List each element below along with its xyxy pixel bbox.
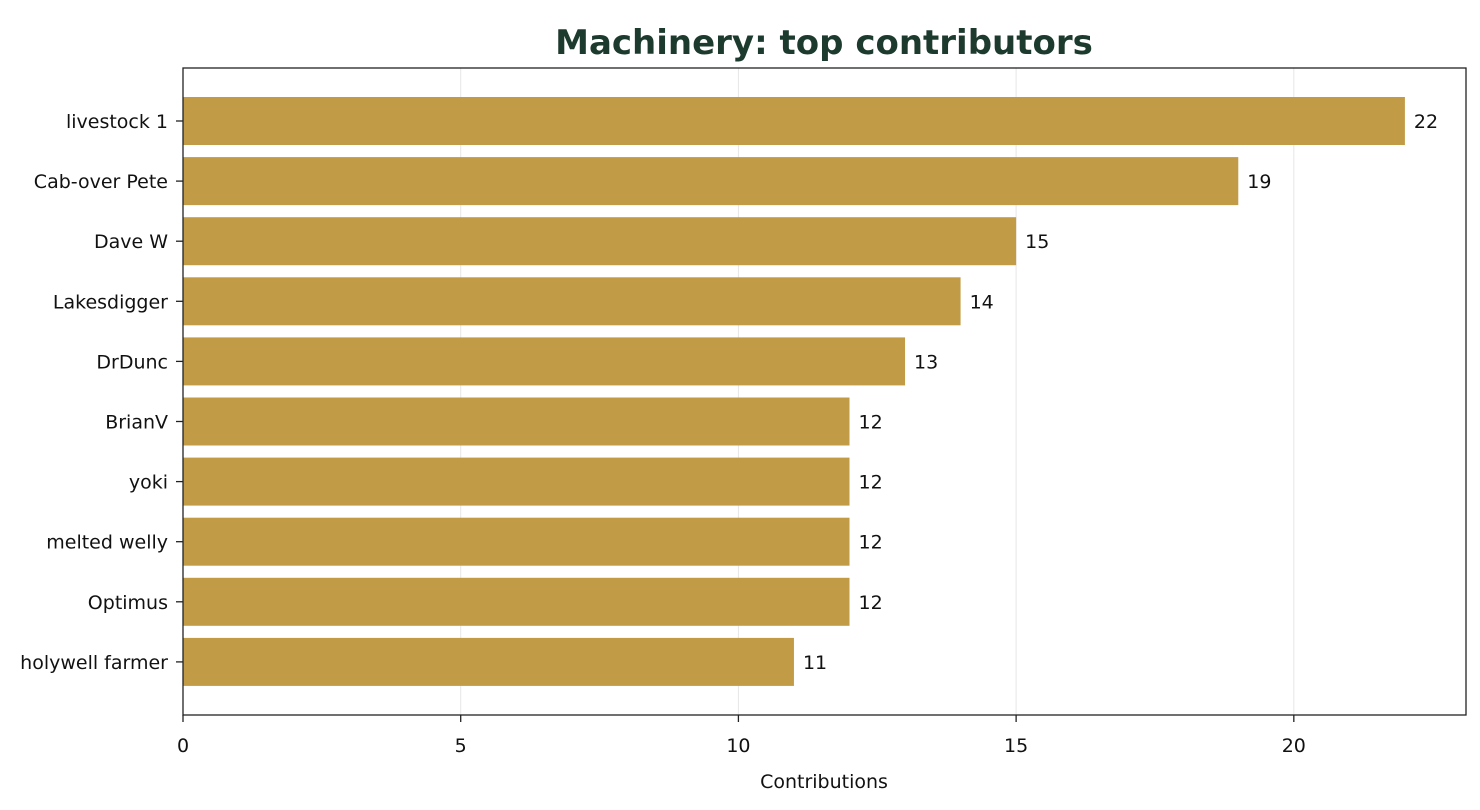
bar [183,457,850,506]
bar-value-label: 11 [803,652,827,674]
y-tick-label: BrianV [105,412,168,434]
plot-frame [182,67,1467,716]
y-axis: livestock 1 Cab-over Pete Dave W Lakesdigge… [20,111,183,674]
bar-value-label: 12 [858,532,882,554]
bar-value-label: 13 [914,351,938,373]
y-tick-label: livestock 1 [66,111,168,133]
chart-title: Machinery: top contributors [555,23,1093,63]
y-tick-label: Dave W [94,231,168,253]
data-labels: 22 19 15 14 13 12 12 12 12 11 [803,111,1438,674]
bar [183,157,1239,206]
bar [183,517,850,566]
x-tick-label: 15 [1004,735,1028,757]
y-tick-label: holywell farmer [20,652,168,674]
bar-value-label: 19 [1247,171,1271,193]
bar [183,277,961,326]
bar [183,217,1017,266]
y-tick-label: DrDunc [96,351,168,373]
bar [183,337,906,386]
bar-value-label: 12 [858,472,882,494]
y-tick-label: Lakesdigger [53,291,168,313]
bar-value-label: 12 [858,412,882,434]
x-tick-label: 5 [455,735,467,757]
bar-value-label: 22 [1414,111,1438,133]
y-tick-label: melted welly [46,532,168,554]
bar [183,97,1405,145]
bar [183,637,794,686]
y-tick-label: Cab-over Pete [34,171,168,193]
y-tick-label: yoki [129,472,168,494]
bars [183,97,1405,686]
bar-value-label: 15 [1025,231,1049,253]
y-tick-label: Optimus [88,592,168,614]
bar-value-label: 12 [858,592,882,614]
x-tick-label: 10 [726,735,750,757]
bar [183,577,850,626]
x-tick-label: 0 [177,735,189,757]
x-axis-label: Contributions [760,771,888,793]
bar-value-label: 14 [970,291,994,313]
x-axis: 0 5 10 15 20 [177,715,1306,757]
bar [183,397,850,446]
x-tick-label: 20 [1282,735,1306,757]
